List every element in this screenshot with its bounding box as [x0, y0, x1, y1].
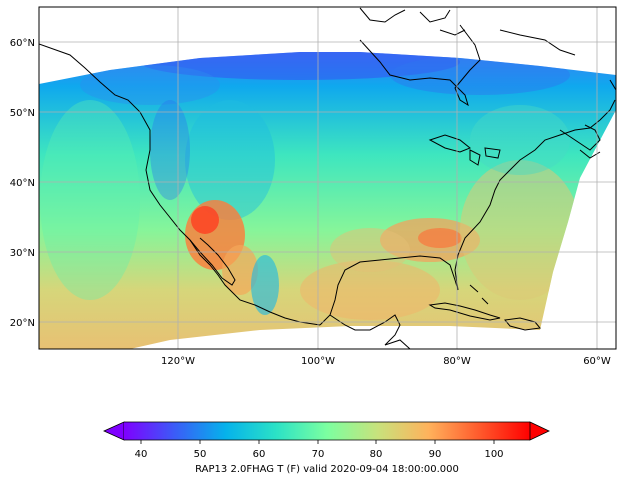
- lon-tick-label: 60°W: [583, 356, 611, 367]
- map-axes-frame: [38, 6, 617, 350]
- colorbar-tick-label: 80: [370, 449, 383, 460]
- colorbar-extend-low: [103, 421, 125, 441]
- colorbar-extend-high: [529, 421, 550, 441]
- lat-tick-label: 50°N: [10, 108, 35, 119]
- lat-tick-label: 60°N: [10, 38, 35, 49]
- colorbar-tick-label: 60: [253, 449, 266, 460]
- colorbar-caption: RAP13 2.0FHAG T (F) valid 2020-09-04 18:…: [195, 464, 459, 475]
- lat-tick-label: 40°N: [10, 178, 35, 189]
- colorbar-tick-label: 50: [194, 449, 207, 460]
- lat-tick-label: 30°N: [10, 248, 35, 259]
- colorbar-gradient: [124, 422, 530, 440]
- colorbar-tick-label: 90: [429, 449, 442, 460]
- lon-tick-label: 120°W: [161, 356, 195, 367]
- gridlines: [39, 7, 616, 349]
- lat-tick-label: 20°N: [10, 318, 35, 329]
- temperature-field: [39, 52, 616, 349]
- lon-tick-label: 100°W: [301, 356, 335, 367]
- colorbar-ticks: 40 50 60 70 80 90 100: [135, 440, 504, 460]
- lon-tick-label: 80°W: [443, 356, 471, 367]
- colorbar-tick-label: 40: [135, 449, 148, 460]
- colorbar: [103, 421, 550, 441]
- colorbar-tick-label: 70: [312, 449, 325, 460]
- colorbar-tick-label: 100: [484, 449, 503, 460]
